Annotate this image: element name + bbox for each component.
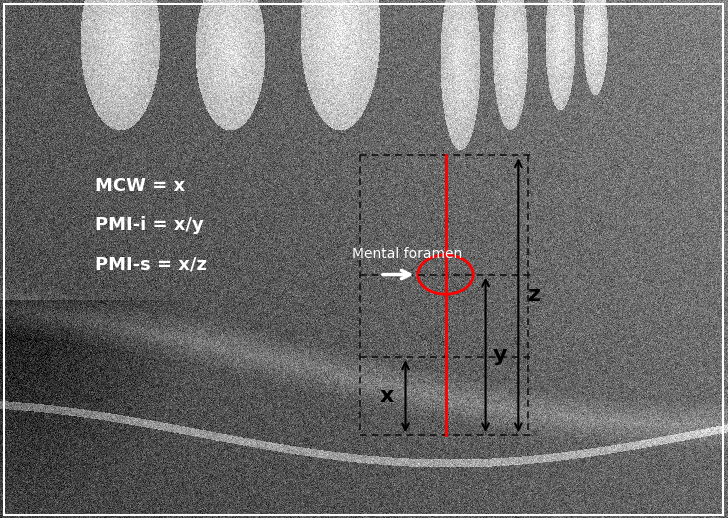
Text: z: z xyxy=(528,285,541,305)
Text: MCW = x: MCW = x xyxy=(95,178,185,195)
Text: Mental foramen: Mental foramen xyxy=(352,247,462,261)
Text: x: x xyxy=(380,386,395,406)
Text: PMI-s = x/z: PMI-s = x/z xyxy=(95,255,207,273)
Text: y: y xyxy=(493,345,507,365)
Text: PMI-i = x/y: PMI-i = x/y xyxy=(95,217,203,234)
